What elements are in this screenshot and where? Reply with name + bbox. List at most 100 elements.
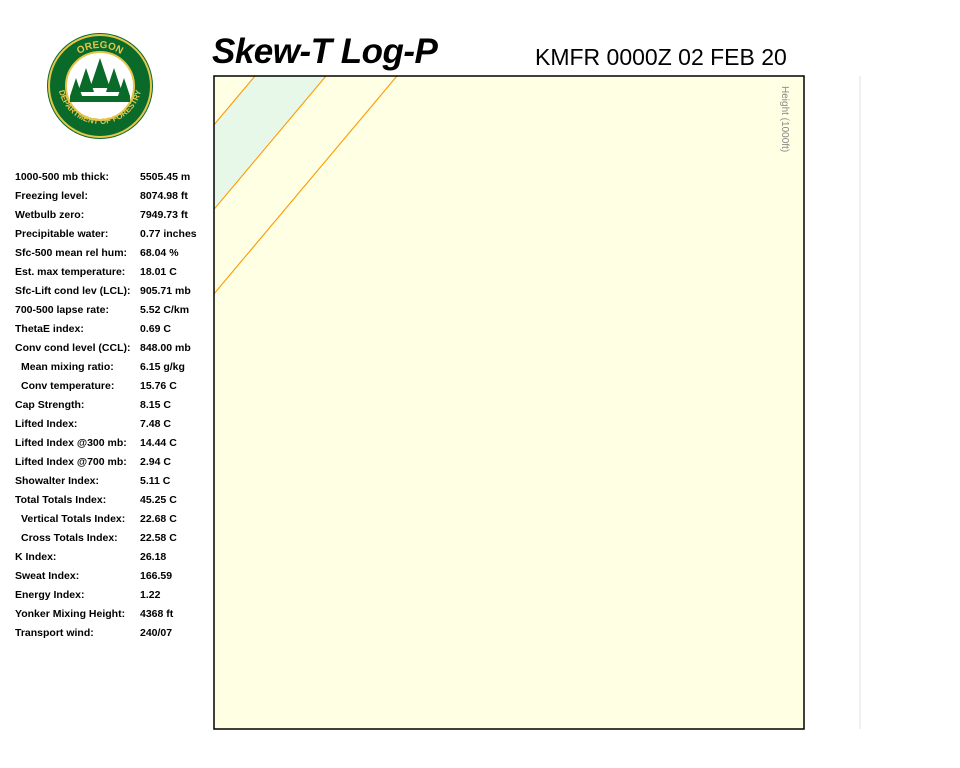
stat-value: 1.22 [140, 589, 161, 601]
stat-label: Wetbulb zero: [15, 209, 85, 221]
stat-row: Sweat Index: 166.59 [15, 566, 215, 585]
stat-value: 7949.73 ft [140, 209, 188, 221]
dry-adiabat [0, 0, 664, 76]
stat-label: 1000-500 mb thick: [15, 171, 109, 183]
stat-row: Precipitable water: 0.77 inches [15, 224, 215, 243]
stat-row: 700-500 lapse rate: 5.52 C/km [15, 300, 215, 319]
dry-adiabat [0, 0, 960, 76]
stat-label: Sfc-500 mean rel hum: [15, 247, 128, 259]
plot-frame [213, 75, 805, 730]
stat-label: 700-500 lapse rate: [15, 304, 109, 316]
stat-label: Cross Totals Index: [21, 532, 118, 544]
isotherm [0, 76, 42, 729]
dry-adiabat [0, 0, 736, 76]
dry-adiabat [0, 0, 960, 76]
stat-value: 14.44 C [140, 437, 177, 449]
isotherm [214, 76, 398, 295]
dry-adiabat [0, 0, 960, 76]
stat-label: Lifted Index @700 mb: [15, 456, 127, 468]
dry-adiabat [0, 0, 592, 76]
stat-label: K Index: [15, 551, 57, 563]
stat-label: Sfc-Lift cond lev (LCL): [15, 285, 131, 297]
stat-value: 26.18 [140, 551, 167, 563]
stat-row: Conv temperature: 15.76 C [15, 376, 215, 395]
stat-row: Yonker Mixing Height: 4368 ft [15, 604, 215, 623]
logo-trees-icon [70, 58, 130, 102]
dry-adiabat [0, 0, 881, 76]
height-axis-label: Height (1000ft) [779, 86, 790, 152]
stat-value: 22.58 C [140, 532, 177, 544]
stat-value: 45.25 C [140, 494, 177, 506]
stat-row: Lifted Index @300 mb: 14.44 C [15, 433, 215, 452]
stat-value: 68.04 % [140, 247, 179, 259]
stat-value: 18.01 C [140, 266, 177, 278]
stat-value: 5.52 C/km [140, 304, 190, 316]
stat-row: Cross Totals Index: 22.58 C [15, 528, 215, 547]
dry-adiabat [0, 0, 960, 76]
stat-label: Energy Index: [15, 589, 85, 601]
stat-value: 905.71 mb [140, 285, 191, 297]
stat-label: Total Totals Index: [15, 494, 107, 506]
plot-background [214, 76, 804, 729]
temperature-band [0, 76, 42, 729]
dry-adiabat [0, 0, 303, 76]
temperature-band [0, 76, 184, 729]
dry-adiabat [0, 0, 809, 76]
stat-label: Lifted Index @300 mb: [15, 437, 127, 449]
chart-title: Skew-T Log-P [212, 32, 438, 71]
plot-area: 0.412358 [0, 0, 960, 729]
stat-label: Mean mixing ratio: [21, 361, 114, 373]
stat-row: Lifted Index @700 mb: 2.94 C [15, 452, 215, 471]
stat-label: Freezing level: [15, 190, 88, 202]
stat-row: Conv cond level (CCL): 848.00 mb [15, 338, 215, 357]
dry-adiabat [0, 0, 960, 76]
dry-adiabat [0, 0, 231, 76]
dry-adiabat [0, 0, 960, 76]
stat-value: 5505.45 m [140, 171, 191, 183]
stat-value: 0.69 C [140, 323, 171, 335]
stat-label: Yonker Mixing Height: [15, 608, 126, 620]
stat-label: Est. max temperature: [15, 266, 126, 278]
stat-row: Showalter Index: 5.11 C [15, 471, 215, 490]
stat-row: Vertical Totals Index: 22.68 C [15, 509, 215, 528]
stat-label: Lifted Index: [15, 418, 78, 430]
stat-row: Transport wind: 240/07 [15, 623, 215, 642]
stat-value: 6.15 g/kg [140, 361, 185, 373]
stat-value: 8.15 C [140, 399, 171, 411]
stat-value: 0.77 inches [140, 228, 197, 240]
stat-row: Est. max temperature: 18.01 C [15, 262, 215, 281]
stat-label: Conv temperature: [21, 380, 115, 392]
sounding-indices-panel: 1000-500 mb thick: 5505.45 m Freezing leve… [15, 167, 215, 642]
stat-value: 166.59 [140, 570, 173, 582]
dry-adiabat [0, 0, 960, 76]
stat-row: ThetaE index: 0.69 C [15, 319, 215, 338]
dry-adiabat [0, 0, 953, 76]
stat-label: Vertical Totals Index: [21, 513, 126, 525]
stat-row: Lifted Index: 7.48 C [15, 414, 215, 433]
stat-label: Precipitable water: [15, 228, 109, 240]
logo-top-text: OREGON [75, 40, 125, 57]
stat-value: 5.11 C [140, 475, 171, 487]
isotherm [0, 76, 113, 729]
stat-value: 15.76 C [140, 380, 177, 392]
dry-adiabat [0, 0, 960, 76]
stat-row: Sfc-Lift cond lev (LCL): 905.71 mb [15, 281, 215, 300]
stat-value: 2.94 C [140, 456, 171, 468]
stat-row: Sfc-500 mean rel hum: 68.04 % [15, 243, 215, 262]
dry-adiabat [0, 0, 520, 76]
dry-adiabat [0, 0, 960, 76]
stat-value: 7.48 C [140, 418, 171, 430]
stat-row: Freezing level: 8074.98 ft [15, 186, 215, 205]
stat-row: Wetbulb zero: 7949.73 ft [15, 205, 215, 224]
isotherm [214, 76, 327, 211]
stat-value: 240/07 [140, 627, 173, 639]
dry-adiabat [0, 0, 960, 76]
stat-value: 4368 ft [140, 608, 174, 620]
stat-row: 1000-500 mb thick: 5505.45 m [15, 167, 215, 186]
dry-adiabat [0, 0, 960, 76]
dry-adiabat [0, 0, 960, 76]
stat-value: 848.00 mb [140, 342, 191, 354]
stat-row: Mean mixing ratio: 6.15 g/kg [15, 357, 215, 376]
dry-adiabat [0, 0, 960, 76]
